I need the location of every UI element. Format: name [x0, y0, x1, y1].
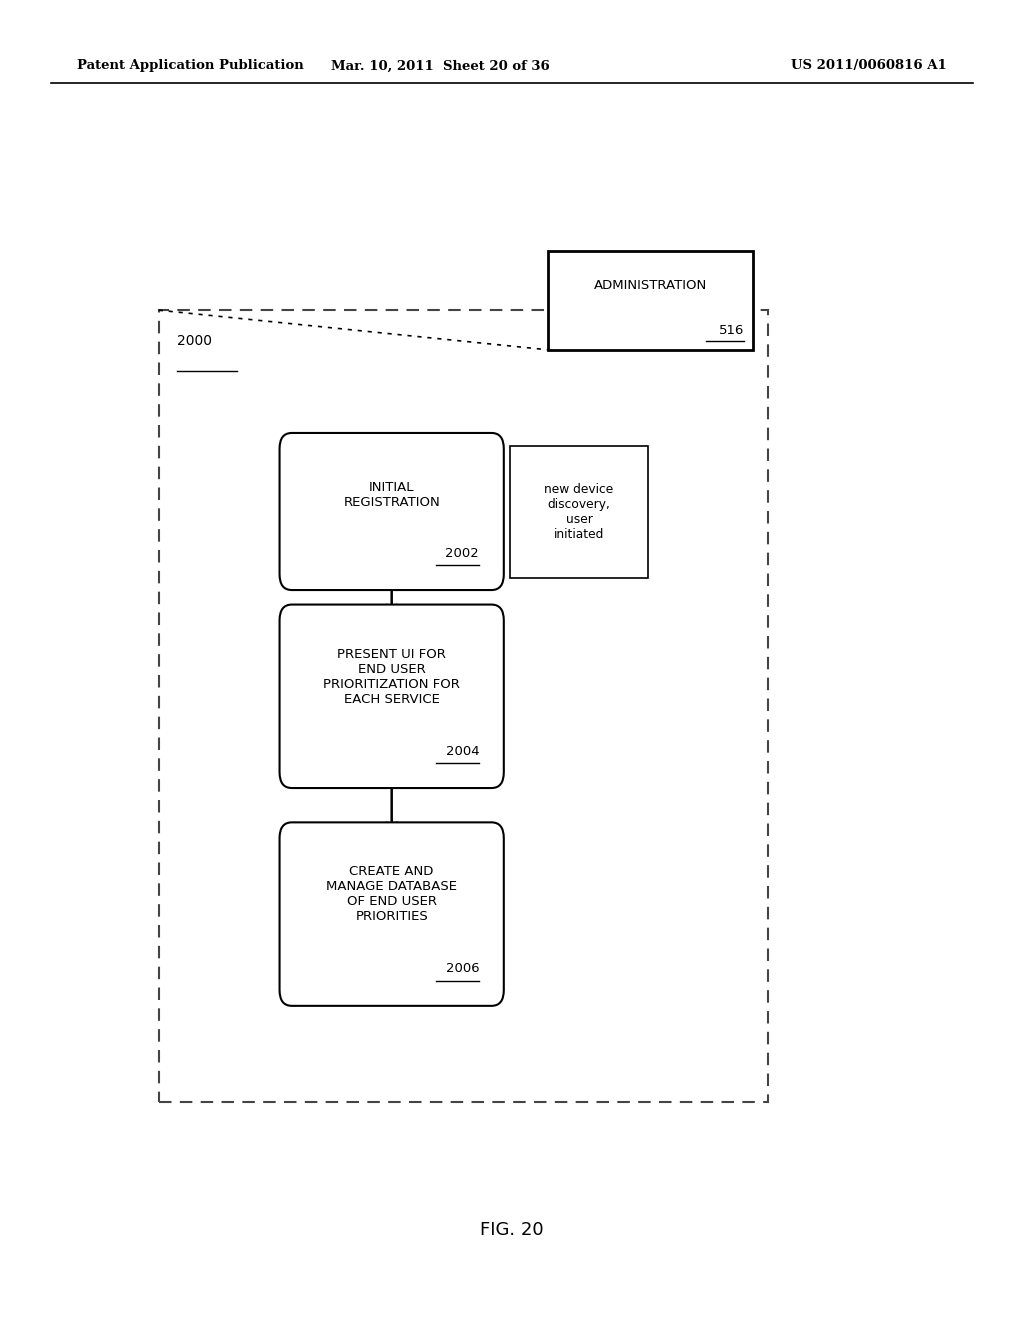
Text: 2000: 2000	[177, 334, 212, 348]
Text: 2002: 2002	[445, 546, 479, 560]
FancyBboxPatch shape	[280, 433, 504, 590]
FancyBboxPatch shape	[548, 251, 753, 350]
Text: FIG. 20: FIG. 20	[480, 1221, 544, 1239]
FancyBboxPatch shape	[280, 605, 504, 788]
Text: 516: 516	[719, 323, 744, 337]
Text: Patent Application Publication: Patent Application Publication	[77, 59, 303, 73]
Text: 2006: 2006	[445, 962, 479, 975]
Text: US 2011/0060816 A1: US 2011/0060816 A1	[792, 59, 947, 73]
Text: ADMINISTRATION: ADMINISTRATION	[594, 279, 707, 292]
Text: INITIAL
REGISTRATION: INITIAL REGISTRATION	[343, 482, 440, 510]
Text: CREATE AND
MANAGE DATABASE
OF END USER
PRIORITIES: CREATE AND MANAGE DATABASE OF END USER P…	[327, 866, 457, 924]
Text: 2004: 2004	[445, 744, 479, 758]
Text: PRESENT UI FOR
END USER
PRIORITIZATION FOR
EACH SERVICE: PRESENT UI FOR END USER PRIORITIZATION F…	[324, 648, 460, 706]
Text: Mar. 10, 2011  Sheet 20 of 36: Mar. 10, 2011 Sheet 20 of 36	[331, 59, 550, 73]
FancyBboxPatch shape	[510, 446, 648, 578]
FancyBboxPatch shape	[280, 822, 504, 1006]
Text: new device
discovery,
user
initiated: new device discovery, user initiated	[545, 483, 613, 541]
